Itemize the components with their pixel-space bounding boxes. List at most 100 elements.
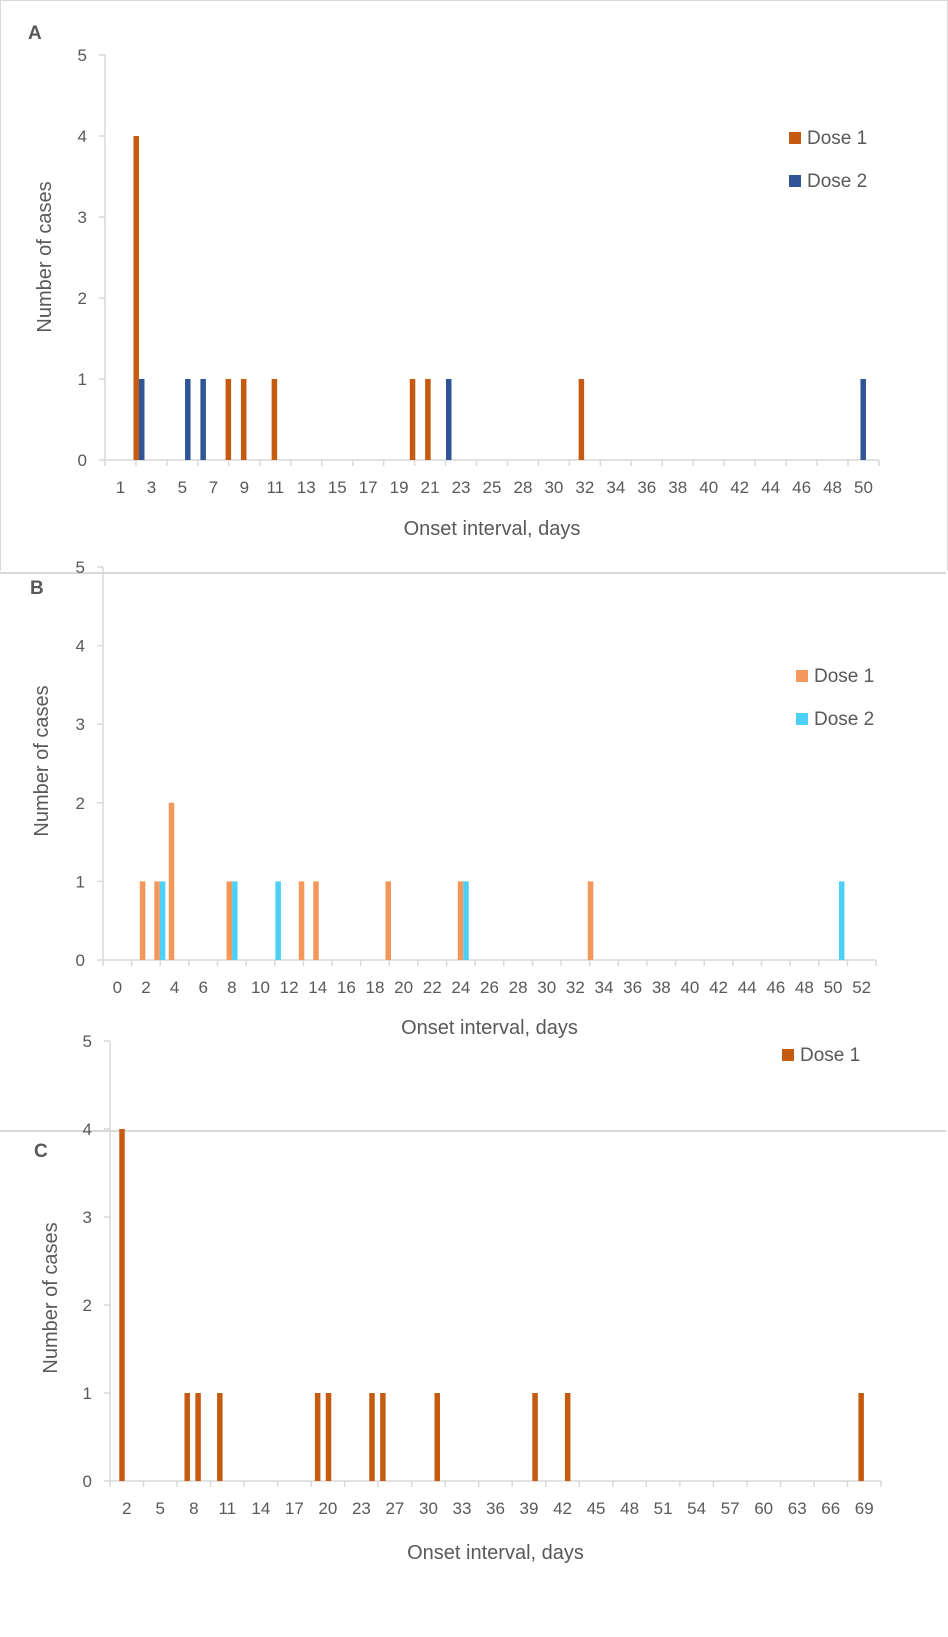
- y-tick-label: 5: [83, 1032, 92, 1051]
- x-tick-label: 69: [855, 1499, 874, 1518]
- x-tick-label: 8: [227, 978, 236, 997]
- x-tick-label: 27: [385, 1499, 404, 1518]
- bar-dose-1: [425, 379, 431, 460]
- chart-panel-c: C 0 1 2 3 4 5 2 5 8 11 14 17 20 23 27 30 33 36 39 42 45 48 51 54…: [0, 1032, 946, 1637]
- x-tick-label: 10: [251, 978, 270, 997]
- bar-dose-2: [838, 881, 845, 960]
- x-tick-label: 40: [680, 978, 699, 997]
- bar-dose-1: [298, 881, 305, 960]
- x-axis-title: Onset interval, days: [404, 518, 581, 540]
- y-tick-label: 4: [78, 127, 87, 146]
- y-tick-label: 2: [78, 289, 87, 308]
- x-tick-label: 16: [337, 978, 356, 997]
- x-tick-label: 5: [156, 1499, 165, 1518]
- y-tick-label: 5: [76, 558, 85, 577]
- y-tick-label: 3: [78, 208, 87, 227]
- y-tick-label: 0: [76, 951, 85, 970]
- x-tick-label: 38: [668, 478, 687, 497]
- bar-dose-1: [369, 1393, 375, 1481]
- y-tick-label: 3: [83, 1208, 92, 1227]
- x-tick-label: 22: [423, 978, 442, 997]
- x-tick-label: 48: [795, 978, 814, 997]
- x-tick-label: 44: [738, 978, 757, 997]
- chart-panel-a: A 0 1 2 3 4 5 1 3 5 7 9 11 13 15 17 19 21 23 25 28 30 32 34 36 38…: [0, 0, 948, 571]
- x-tick-label: 18: [366, 978, 385, 997]
- legend-label: Dose 1: [814, 666, 874, 687]
- x-tick-label: 36: [623, 978, 642, 997]
- x-tick-label: 26: [480, 978, 499, 997]
- x-tick-label: 42: [553, 1499, 572, 1518]
- x-tick-label: 30: [419, 1499, 438, 1518]
- x-tick-label: 19: [390, 478, 409, 497]
- x-tick-label: 11: [218, 1499, 236, 1518]
- x-tick-label: 6: [198, 978, 207, 997]
- x-tick-label: 8: [189, 1499, 198, 1518]
- bar-dose-2: [463, 881, 469, 960]
- bar-dose-1: [564, 1393, 571, 1481]
- bar-dose-2: [159, 881, 166, 960]
- bar-dose-1: [226, 881, 233, 960]
- bar-dose-1: [271, 379, 278, 460]
- y-tick-label: 4: [83, 1120, 92, 1139]
- x-tick-label: 14: [251, 1499, 270, 1518]
- x-tick-label: 24: [451, 978, 470, 997]
- x-tick-label: 20: [394, 978, 413, 997]
- chart-panel-b: B 0 1 2 3 4 5 0 2 4 6 8 10 12 14 16 18 20 22 24 26 28 30 32 34 36…: [0, 558, 946, 1132]
- bar-dose-1: [119, 1129, 125, 1481]
- x-tick-label: 46: [792, 478, 811, 497]
- x-tick-label: 36: [637, 478, 656, 497]
- bar-dose-1: [858, 1393, 864, 1481]
- bar-dose-1: [225, 379, 232, 460]
- x-tick-label: 0: [113, 978, 122, 997]
- y-tick-label: 3: [76, 715, 85, 734]
- x-tick-label: 2: [141, 978, 150, 997]
- x-tick-label: 48: [823, 478, 842, 497]
- bar-dose-1: [578, 379, 585, 460]
- x-tick-label: 42: [730, 478, 749, 497]
- x-tick-label: 11: [266, 478, 284, 497]
- legend-swatch: [789, 132, 801, 144]
- bar-dose-1: [380, 1393, 386, 1481]
- y-tick-label: 1: [78, 370, 87, 389]
- x-tick-label: 34: [595, 978, 614, 997]
- x-tick-label: 60: [754, 1499, 773, 1518]
- y-tick-label: 0: [83, 1472, 92, 1491]
- x-tick-label: 32: [566, 978, 585, 997]
- x-tick-label: 9: [240, 478, 249, 497]
- x-tick-label: 25: [483, 478, 502, 497]
- x-tick-label: 28: [513, 478, 532, 497]
- x-axis-title: Onset interval, days: [407, 1542, 584, 1564]
- legend-swatch: [796, 713, 808, 725]
- bar-dose-1: [133, 136, 139, 460]
- bar-dose-2: [232, 881, 238, 960]
- x-tick-label: 40: [699, 478, 718, 497]
- x-tick-label: 20: [318, 1499, 337, 1518]
- x-tick-label: 17: [359, 478, 378, 497]
- bar-dose-1: [184, 1393, 190, 1481]
- x-tick-label: 42: [709, 978, 728, 997]
- bar-dose-2: [185, 379, 191, 460]
- bar-dose-1: [409, 379, 416, 460]
- bar-dose-1: [313, 881, 319, 960]
- x-tick-label: 54: [687, 1499, 706, 1518]
- x-tick-label: 33: [453, 1499, 472, 1518]
- y-tick-label: 4: [76, 637, 85, 656]
- x-axis-title: Onset interval, days: [401, 1017, 578, 1039]
- x-tick-label: 32: [575, 478, 594, 497]
- x-tick-label: 30: [537, 978, 556, 997]
- panel-a-label: A: [28, 23, 42, 44]
- bar-dose-2: [860, 379, 866, 460]
- x-tick-label: 51: [654, 1499, 673, 1518]
- x-tick-label: 17: [285, 1499, 304, 1518]
- x-tick-label: 34: [606, 478, 625, 497]
- x-tick-label: 39: [520, 1499, 539, 1518]
- x-tick-label: 23: [352, 1499, 371, 1518]
- x-tick-label: 36: [486, 1499, 505, 1518]
- x-tick-label: 23: [452, 478, 471, 497]
- y-axis-title: Number of cases: [40, 1222, 62, 1373]
- bar-dose-1: [217, 1393, 223, 1481]
- x-tick-label: 50: [854, 478, 873, 497]
- bar-dose-1: [325, 1393, 332, 1481]
